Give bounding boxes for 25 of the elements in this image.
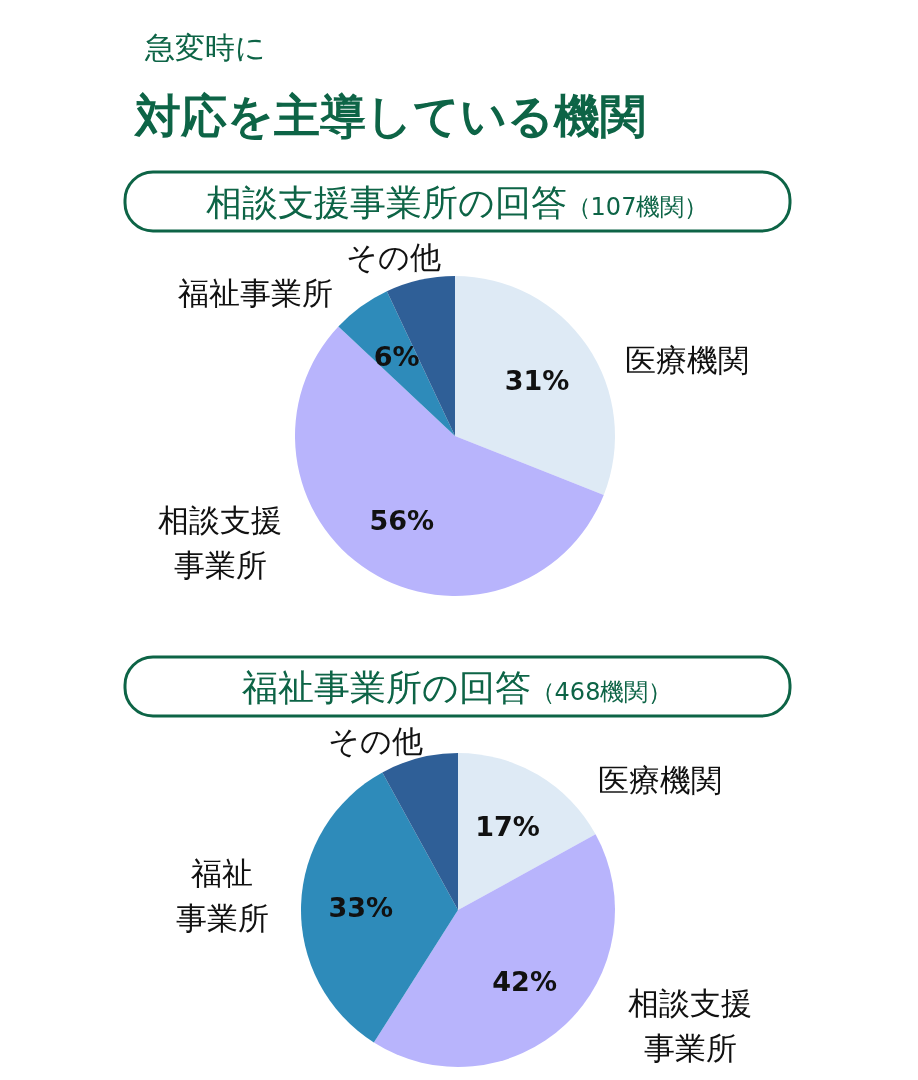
- slice-label: 相談支援事業所: [158, 502, 282, 583]
- data-label: 17%: [475, 811, 540, 843]
- chart-title: 相談支援事業所の回答: [205, 182, 567, 223]
- text: 急変時に: [144, 30, 266, 65]
- pie-slice: [455, 276, 615, 495]
- chart-subtitle: （107機関）: [566, 193, 709, 221]
- pie-slice: [338, 291, 455, 436]
- pie-slice: [301, 772, 458, 1043]
- pie-slice: [295, 326, 604, 596]
- data-label: 6%: [373, 340, 420, 372]
- chart-subtitle: （468機関）: [530, 678, 673, 706]
- text: 対応を主導している機関: [133, 89, 646, 143]
- data-label: 31%: [504, 365, 570, 397]
- slice-label: 医療機関: [598, 762, 722, 798]
- chart-title: 福祉事業所の回答: [241, 667, 531, 708]
- pie-slice: [458, 753, 596, 910]
- data-label: 42%: [492, 965, 557, 997]
- data-label: 33%: [328, 891, 394, 923]
- slice-label: 福祉事業所: [175, 855, 269, 936]
- slice-label: その他: [327, 723, 423, 759]
- slice-label: その他: [345, 239, 441, 275]
- slice-label: 福祉事業所: [177, 275, 333, 311]
- data-label: 56%: [369, 504, 435, 536]
- slice-label: 相談支援事業所: [628, 985, 752, 1066]
- slice-label: 医療機関: [625, 342, 749, 378]
